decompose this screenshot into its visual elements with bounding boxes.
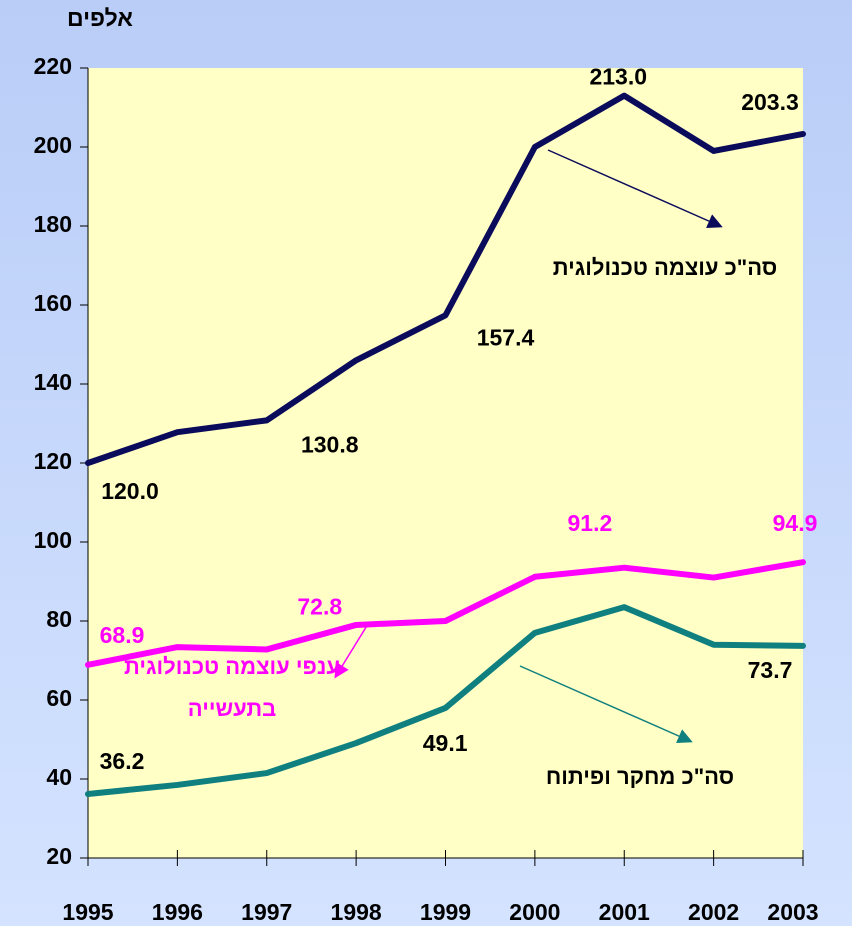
series-line [85,559,806,668]
y-tick-label: 60 [46,685,72,711]
data-label: 36.2 [100,748,145,774]
y-tick-label: 200 [34,132,72,158]
data-label: 213.0 [589,64,647,90]
y-tick-label: 100 [34,527,72,553]
series-line [85,92,806,466]
y-tick-label: 180 [34,211,72,237]
plot-area [88,68,803,858]
data-label: 94.9 [773,510,818,536]
x-tick-label: 2001 [599,899,650,925]
y-tick-label: 120 [34,448,72,474]
y-tick-label: 40 [46,764,72,790]
arrow [519,665,693,744]
x-tick-label: 1996 [152,899,203,925]
data-label: 72.8 [297,594,342,620]
data-label: 130.8 [301,431,359,457]
data-label: 73.7 [748,657,793,683]
x-tick-label: 1997 [241,899,292,925]
series-name: סה"כ מחקר ופיתוח [545,764,735,789]
data-label: 157.4 [477,324,535,350]
x-tick-label: 1995 [62,899,113,925]
series-name: סה"כ עוצמה טכנולוגית [552,255,778,280]
y-tick-label: 160 [34,290,72,316]
data-label: 203.3 [741,89,799,115]
x-tick-label: 1998 [331,899,382,925]
data-label: 91.2 [567,510,612,536]
x-tick-label: 1999 [420,899,471,925]
x-tick-label: 2002 [688,899,739,925]
x-tick-label: 2000 [509,899,560,925]
y-tick-label: 140 [34,369,72,395]
arrow [547,149,723,229]
x-tick-label: 2003 [767,899,818,925]
y-axis-label: אלפים [67,5,133,31]
y-tick-label: 80 [46,606,72,632]
data-label: 120.0 [101,478,159,504]
series-line [85,604,806,798]
series-name: ענפי עוצמה טכנולוגית בתעשייה [124,654,340,721]
y-tick-label: 220 [34,53,72,79]
data-label: 68.9 [100,622,145,648]
y-tick-label: 20 [46,843,72,869]
data-label: 49.1 [423,730,468,756]
arrow [334,623,369,679]
